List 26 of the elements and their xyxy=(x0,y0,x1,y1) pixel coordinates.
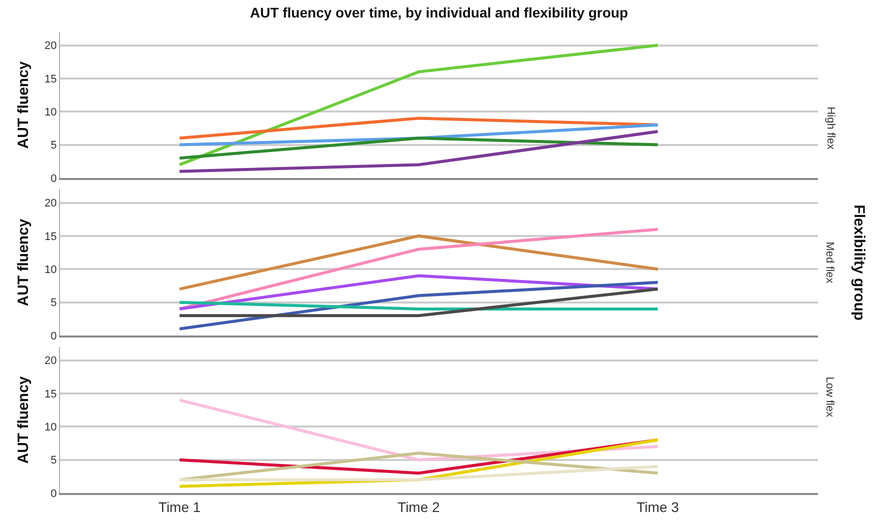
y-tick-label: 5 xyxy=(50,297,57,310)
y2-axis-title: High flex xyxy=(824,106,836,150)
y-tick-label: 20 xyxy=(44,40,57,52)
y-tick-label: 10 xyxy=(44,106,57,118)
x-tick-label: Time 3 xyxy=(636,498,680,515)
y-tick-label: 5 xyxy=(50,140,57,152)
text: Flexibility group xyxy=(850,204,868,321)
x-tick-label: Time 2 xyxy=(398,498,440,515)
y-tick-label: 15 xyxy=(44,230,57,243)
y-tick-label: 20 xyxy=(44,198,57,210)
y-tick-label: 15 xyxy=(44,73,57,86)
y2-axis-title: Med flex xyxy=(823,242,836,284)
y-tick-label: 20 xyxy=(44,355,57,368)
chart-title: AUT fluency over time, by individual and flexibility group xyxy=(250,4,628,21)
y-tick-label: 0 xyxy=(50,172,57,185)
y-tick-label: 0 xyxy=(50,488,57,500)
y-tick-label: 10 xyxy=(44,264,57,276)
y-tick-label: 10 xyxy=(44,421,57,434)
y-axis-title: AUT fluency xyxy=(14,376,32,464)
y-axis-title: AUT fluency xyxy=(14,218,32,306)
y-axis-title: AUT fluency xyxy=(14,60,32,149)
x-tick-label: Time 1 xyxy=(158,498,201,515)
y2-axis-title: Low flex xyxy=(823,376,836,418)
y-tick-label: 15 xyxy=(44,388,57,400)
y-tick-label: 0 xyxy=(50,330,57,342)
y-tick-label: 5 xyxy=(50,454,57,467)
